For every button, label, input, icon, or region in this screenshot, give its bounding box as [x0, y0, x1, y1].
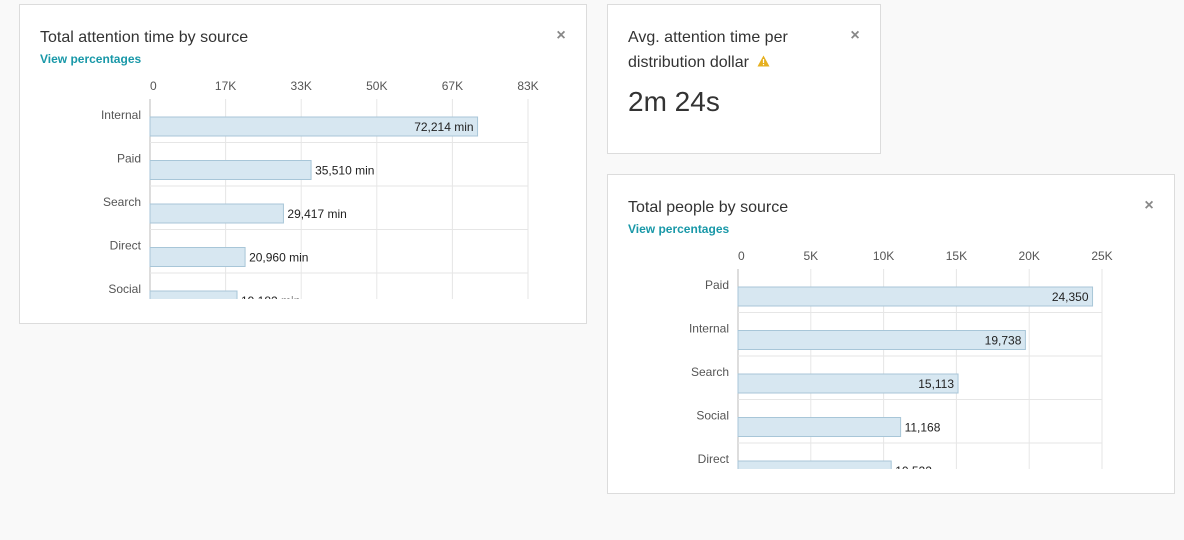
card-title: Total people by source [628, 199, 789, 216]
data-label: 35,510 min [315, 164, 374, 178]
tick-label: 5K [803, 249, 818, 263]
card-title-line2: distribution dollar [628, 54, 749, 71]
card-title-line1: Avg. attention time per [628, 29, 788, 46]
close-icon[interactable]: × [1144, 197, 1154, 214]
category-label: Search [103, 195, 141, 209]
tick-label: 33K [291, 79, 312, 93]
data-label: 15,113 [918, 377, 954, 391]
category-label: Paid [705, 278, 729, 292]
data-label: 11,168 [905, 421, 941, 435]
data-label: 72,214 min [414, 120, 473, 134]
warning-icon[interactable] [757, 50, 770, 75]
bar [149, 160, 312, 180]
bar [737, 460, 892, 469]
card-title: Avg. attention time per distribution dol… [628, 25, 848, 75]
tick-label: 25K [1091, 249, 1112, 263]
attention-chart: 0 17K 33K 50K 67K 83K Internal 72,214 min Paid 35… [20, 73, 586, 299]
category-label: Direct [110, 239, 142, 253]
people-chart: 0 5K 10K 15K 20K 25K Paid 24,350 Internal 19,738 S… [608, 243, 1174, 469]
category-label: Social [108, 282, 141, 296]
bar [149, 203, 284, 224]
card-title: Total attention time by source [40, 29, 249, 46]
tick-label: 10K [873, 249, 894, 263]
avg-attention-card: Avg. attention time per distribution dol… [607, 4, 881, 154]
category-label: Internal [689, 322, 729, 336]
bar [737, 417, 902, 437]
tick-label: 83K [517, 79, 538, 93]
tick-label: 20K [1019, 249, 1040, 263]
attention-time-card: Total attention time by source × View pe… [19, 4, 587, 324]
tick-label: 0 [150, 79, 157, 93]
data-label: 20,960 min [249, 251, 308, 265]
data-label: 10,522 [895, 464, 932, 469]
bar [737, 286, 1094, 307]
tick-label: 17K [215, 79, 236, 93]
view-percentages-link[interactable]: View percentages [628, 222, 730, 236]
data-label: 19,182 min [241, 294, 300, 299]
view-percentages-link[interactable]: View percentages [40, 52, 142, 66]
category-label: Social [696, 409, 729, 423]
bar [149, 290, 238, 299]
metric-value: 2m 24s [628, 86, 720, 117]
category-label: Paid [117, 152, 141, 166]
bar [149, 247, 246, 267]
tick-label: 15K [946, 249, 967, 263]
data-label: 19,738 [985, 334, 1022, 348]
category-label: Direct [698, 452, 730, 466]
tick-label: 50K [366, 79, 387, 93]
tick-label: 67K [442, 79, 463, 93]
people-card: Total people by source × View percentage… [607, 174, 1175, 494]
data-label: 29,417 min [287, 207, 346, 221]
category-label: Internal [101, 108, 141, 122]
close-icon[interactable]: × [556, 27, 566, 44]
category-label: Search [691, 365, 729, 379]
bar [737, 330, 1026, 350]
bar [737, 373, 959, 394]
bar [149, 116, 479, 137]
close-icon[interactable]: × [850, 27, 860, 44]
tick-label: 0 [738, 249, 745, 263]
data-label: 24,350 [1052, 290, 1089, 304]
